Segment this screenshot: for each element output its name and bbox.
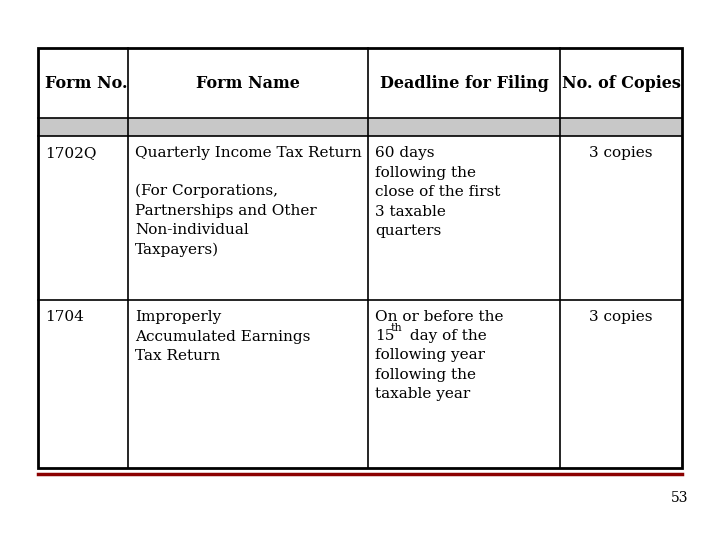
Text: 3 copies: 3 copies — [589, 310, 653, 324]
Text: 1704: 1704 — [45, 310, 84, 324]
Text: 1702Q: 1702Q — [45, 146, 96, 160]
Text: (For Corporations,
Partnerships and Other
Non-individual
Taxpayers): (For Corporations, Partnerships and Othe… — [135, 184, 317, 258]
Text: 60 days
following the
close of the first
3 taxable
quarters: 60 days following the close of the first… — [375, 146, 500, 238]
Text: 3 copies: 3 copies — [589, 146, 653, 160]
Text: Form No.: Form No. — [45, 75, 127, 91]
Text: Deadline for Filing: Deadline for Filing — [379, 75, 549, 91]
Text: Quarterly Income Tax Return: Quarterly Income Tax Return — [135, 146, 361, 160]
Text: 15: 15 — [375, 329, 395, 343]
Text: Form Name: Form Name — [196, 75, 300, 91]
Text: 53: 53 — [670, 491, 688, 505]
Text: following year
following the
taxable year: following year following the taxable yea… — [375, 348, 485, 401]
Bar — [38, 118, 682, 136]
Bar — [38, 48, 682, 468]
Text: No. of Copies: No. of Copies — [562, 75, 680, 91]
Text: th: th — [391, 323, 402, 333]
Text: day of the: day of the — [405, 329, 487, 343]
Text: Improperly
Accumulated Earnings
Tax Return: Improperly Accumulated Earnings Tax Retu… — [135, 310, 310, 363]
Text: On or before the: On or before the — [375, 310, 503, 324]
